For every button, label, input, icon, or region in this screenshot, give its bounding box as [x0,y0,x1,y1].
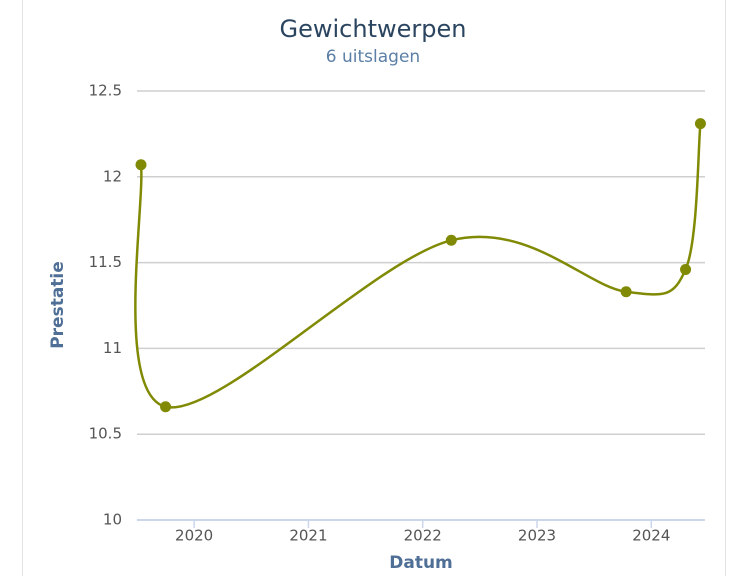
y-tick-label: 12 [103,167,122,185]
x-tick-label: 2021 [289,527,327,545]
x-axis-title: Datum [389,553,453,573]
data-point [694,118,706,130]
y-tick-label: 11 [103,339,122,357]
line-series [134,123,702,409]
data-point [445,234,457,246]
data-point [620,286,632,298]
x-tick-label: 2024 [632,527,670,545]
chart-title: Gewichtwerpen [280,15,467,43]
x-tick-label: 2020 [175,527,213,545]
y-tick-label: 12.5 [89,82,122,100]
y-tick-label: 10 [103,511,122,529]
y-tick-label: 10.5 [89,425,122,443]
data-point [160,401,172,413]
data-point [680,263,692,275]
data-point [135,159,147,171]
x-tick-label: 2023 [518,527,556,545]
chart-subtitle: 6 uitslagen [326,47,420,67]
y-axis-title: Prestatie [48,261,68,349]
x-tick-label: 2022 [404,527,442,545]
y-tick-label: 11.5 [89,253,122,271]
